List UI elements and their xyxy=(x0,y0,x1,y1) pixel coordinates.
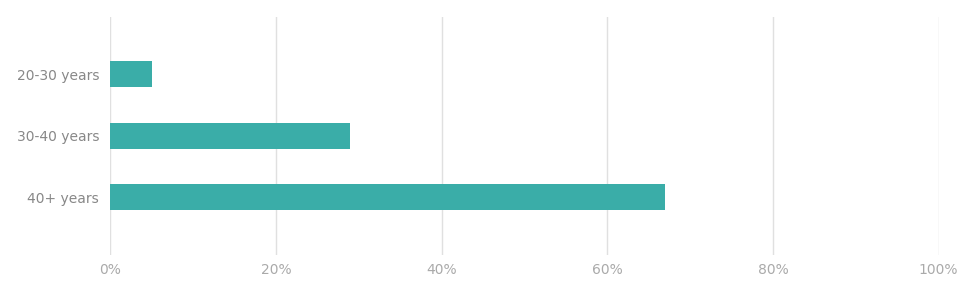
Bar xyxy=(110,184,665,210)
Bar xyxy=(110,61,152,87)
Bar xyxy=(110,123,350,149)
